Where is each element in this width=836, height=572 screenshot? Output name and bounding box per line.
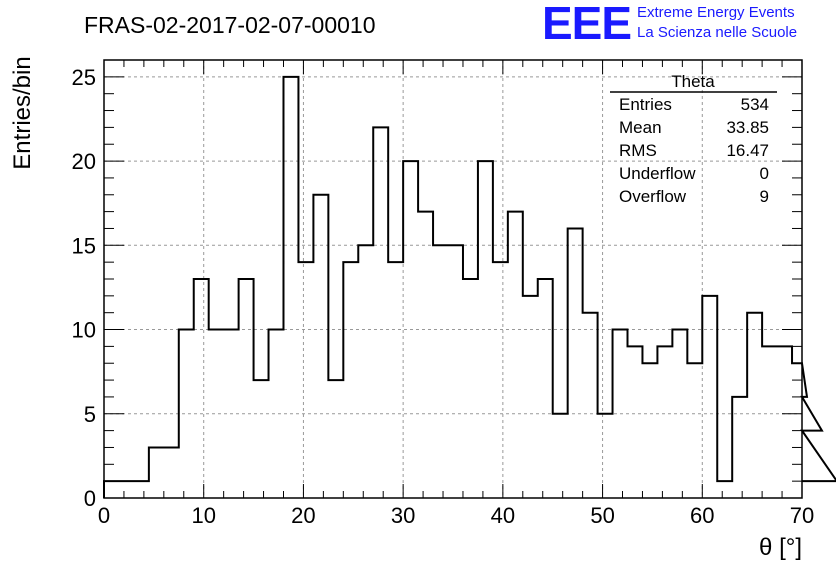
y-tick-label: 25: [72, 65, 96, 90]
histogram-bin: [747, 313, 762, 498]
histogram-bin: [134, 481, 149, 498]
x-tick-label: 70: [790, 503, 814, 528]
x-tick-label: 40: [491, 503, 515, 528]
histogram-bin: [642, 363, 657, 498]
histogram-bin: [672, 330, 687, 498]
histogram-bin: [523, 296, 538, 498]
histogram-bin: [493, 262, 508, 498]
histogram-bin: [343, 262, 358, 498]
histogram-bin: [418, 212, 433, 498]
stats-label: Entries: [619, 95, 672, 114]
y-tick-label: 0: [84, 486, 96, 511]
histogram-bin: [388, 262, 403, 498]
histogram-bin: [792, 363, 802, 498]
histogram-bin: [448, 245, 463, 498]
histogram-bin: [508, 212, 523, 498]
histogram-bin: [538, 279, 553, 498]
x-tick-label: 60: [690, 503, 714, 528]
histogram-bin: [328, 380, 343, 498]
histogram-bin: [269, 330, 284, 498]
histogram-bin: [104, 481, 119, 498]
logo-line-2: La Scienza nelle Scuole: [637, 24, 798, 41]
histogram-bin: [613, 330, 628, 498]
histogram-bin: [702, 296, 717, 498]
stats-value: 33.85: [726, 118, 769, 137]
histogram-bin: [119, 481, 134, 498]
chart-title: FRAS-02-2017-02-07-00010: [84, 12, 376, 38]
y-tick-label: 10: [72, 318, 96, 343]
histogram-bin: [283, 77, 298, 498]
stats-value: 0: [760, 164, 769, 183]
histogram-bin: [149, 447, 164, 498]
stats-value: 16.47: [726, 141, 769, 160]
histogram-bin: [239, 279, 254, 498]
histogram-bin: [463, 279, 478, 498]
histogram-bin: [628, 346, 643, 498]
histogram-bin: [179, 330, 194, 498]
stats-label: Mean: [619, 118, 662, 137]
stats-label: RMS: [619, 141, 657, 160]
eee-logo: EEE: [542, 0, 632, 49]
histogram-bin: [194, 279, 209, 498]
histogram-bin: [583, 313, 598, 498]
histogram-bin: [657, 346, 672, 498]
histogram-outline: [103, 75, 836, 498]
histogram-bin: [373, 127, 388, 498]
histogram-bin: [732, 397, 747, 498]
stats-label: Overflow: [619, 187, 687, 206]
histogram-bin: [553, 414, 568, 498]
histogram-bin: [777, 346, 792, 498]
stats-title: Theta: [671, 72, 715, 91]
x-tick-label: 20: [291, 503, 315, 528]
histogram-bin: [478, 161, 493, 498]
stats-value: 534: [741, 95, 769, 114]
histogram-bin: [762, 346, 777, 498]
x-tick-label: 30: [391, 503, 415, 528]
histogram-bin: [224, 330, 239, 498]
y-tick-label: 5: [84, 402, 96, 427]
y-tick-label: 15: [72, 233, 96, 258]
histogram-bin: [433, 245, 448, 498]
histogram-bin: [717, 481, 732, 498]
histogram-bin: [403, 161, 418, 498]
histogram-bin: [209, 330, 224, 498]
histogram-bin: [254, 380, 269, 498]
logo-line-1: Extreme Energy Events: [637, 4, 795, 21]
histogram-bin: [313, 195, 328, 498]
histogram-bin: [568, 228, 583, 498]
y-tick-label: 20: [72, 149, 96, 174]
histogram-bin: [358, 245, 373, 498]
histogram-bin: [164, 447, 179, 498]
x-tick-label: 50: [590, 503, 614, 528]
histogram-bin: [687, 363, 702, 498]
histogram-bin: [298, 262, 313, 498]
stats-value: 9: [760, 187, 769, 206]
x-tick-label: 0: [98, 503, 110, 528]
histogram-bin: [598, 414, 613, 498]
stats-label: Underflow: [619, 164, 696, 183]
x-tick-label: 10: [191, 503, 215, 528]
x-axis-title: θ [°]: [759, 534, 802, 561]
